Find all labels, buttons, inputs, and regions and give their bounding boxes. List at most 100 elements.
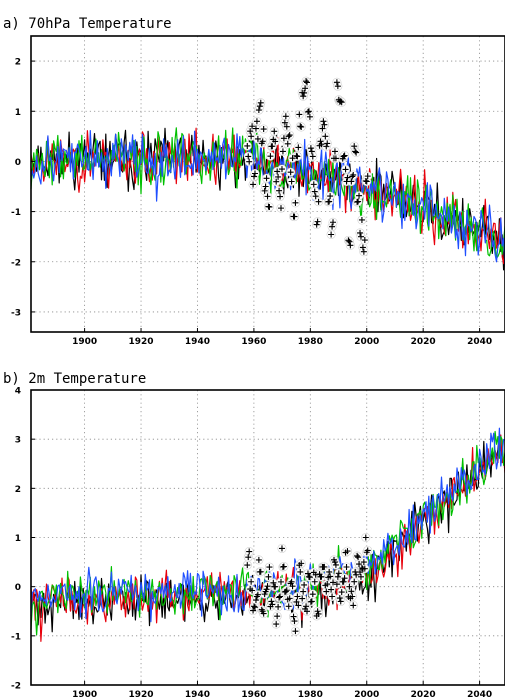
observation-marker: [309, 591, 316, 598]
observation-marker: [294, 153, 301, 160]
observation-marker: [254, 135, 261, 142]
observation-marker: [245, 554, 252, 561]
x-tick-label: 1940: [185, 690, 210, 697]
observation-marker: [348, 588, 355, 595]
observation-marker: [295, 602, 302, 609]
observation-marker: [269, 143, 276, 150]
observation-marker: [324, 581, 331, 588]
observation-marker: [357, 569, 364, 576]
observation-marker: [331, 148, 338, 155]
x-tick-label: 2020: [411, 337, 436, 347]
observation-marker: [332, 155, 339, 162]
observation-marker: [309, 153, 316, 160]
observation-marker: [277, 193, 284, 200]
observation-marker: [323, 588, 330, 595]
observation-marker: [356, 192, 363, 199]
observation-marker: [252, 597, 259, 604]
observation-marker: [315, 610, 322, 617]
observation-marker: [292, 199, 299, 206]
y-tick-label: -1: [11, 632, 21, 642]
observation-marker: [360, 559, 367, 566]
observation-marker: [300, 588, 307, 595]
observation-marker: [266, 203, 273, 210]
observation-marker: [344, 548, 351, 555]
observation-marker: [304, 570, 311, 577]
x-tick-label: 1940: [185, 337, 210, 347]
observation-marker: [303, 603, 310, 610]
observation-marker: [361, 565, 368, 572]
observation-marker: [318, 573, 325, 580]
observation-marker: [264, 583, 271, 590]
observation-markers: [244, 534, 371, 635]
observation-marker: [321, 563, 328, 570]
observation-marker: [283, 123, 290, 130]
observation-marker: [359, 244, 366, 251]
observation-marker: [269, 601, 276, 608]
observation-marker: [282, 588, 289, 595]
y-tick-label: -3: [11, 308, 21, 318]
observation-marker: [312, 193, 319, 200]
x-tick-label: 1920: [129, 337, 154, 347]
observation-marker: [313, 221, 320, 228]
observation-marker: [342, 166, 349, 173]
y-tick-label: -2: [11, 258, 21, 268]
observation-marker: [329, 223, 336, 230]
panel-b-chart: 1900 1920 1940 1960 1980 2000 2020 2040 -2 -1 0 1 2 3…: [11, 387, 505, 697]
observation-marker: [297, 123, 304, 130]
observation-marker: [277, 205, 284, 212]
observation-marker: [360, 248, 367, 255]
observation-marker: [284, 140, 291, 147]
observation-marker: [314, 218, 321, 225]
observation-marker: [356, 561, 363, 568]
x-tick-label: 1980: [298, 690, 323, 697]
observation-marker: [251, 170, 258, 177]
observation-marker: [305, 108, 312, 115]
x-tick-label: 2000: [354, 690, 379, 697]
y-tick-label: 4: [15, 387, 21, 397]
observation-marker: [314, 608, 321, 615]
observation-marker: [346, 583, 353, 590]
observation-marker: [330, 219, 337, 226]
observation-marker: [340, 153, 347, 160]
observation-marker: [288, 578, 295, 585]
observation-marker: [257, 568, 264, 575]
observation-marker: [276, 594, 283, 601]
observation-marker: [275, 173, 282, 180]
x-tick-label: 1960: [241, 690, 266, 697]
observation-marker: [278, 545, 285, 552]
observation-marker: [350, 171, 357, 178]
observation-marker: [262, 183, 269, 190]
plot-frame: [30, 35, 505, 333]
observation-marker: [335, 570, 342, 577]
observation-marker: [257, 99, 264, 106]
observation-marker: [270, 579, 277, 586]
observation-marker: [297, 568, 304, 575]
observation-marker: [293, 152, 300, 159]
observation-marker: [255, 556, 262, 563]
observation-marker: [323, 143, 330, 150]
observation-marker: [248, 578, 255, 585]
observation-marker: [280, 135, 287, 142]
observation-marker: [295, 144, 302, 151]
observation-marker: [254, 591, 261, 598]
panel-a-chart: 1900 1920 1940 1960 1980 2000 2020 2040 -3 -2 -1 0 1…: [11, 35, 505, 347]
x-tick-label: 2040: [467, 690, 492, 697]
observation-marker: [291, 618, 298, 625]
observation-marker: [285, 603, 292, 610]
observation-marker: [312, 571, 319, 578]
observation-marker: [249, 123, 256, 130]
x-tick-label: 1900: [72, 337, 97, 347]
observation-marker: [280, 563, 287, 570]
observation-marker: [338, 99, 345, 106]
observation-marker: [351, 143, 358, 150]
observation-marker: [328, 586, 335, 593]
observation-marker: [344, 174, 351, 181]
observation-marker: [346, 238, 353, 245]
observation-marker: [304, 79, 311, 86]
observation-marker: [332, 561, 339, 568]
observation-marker: [326, 568, 333, 575]
y-tick-label: -2: [11, 682, 21, 692]
observation-marker: [293, 598, 300, 605]
observation-marker: [322, 133, 329, 140]
observation-marker: [272, 138, 279, 145]
